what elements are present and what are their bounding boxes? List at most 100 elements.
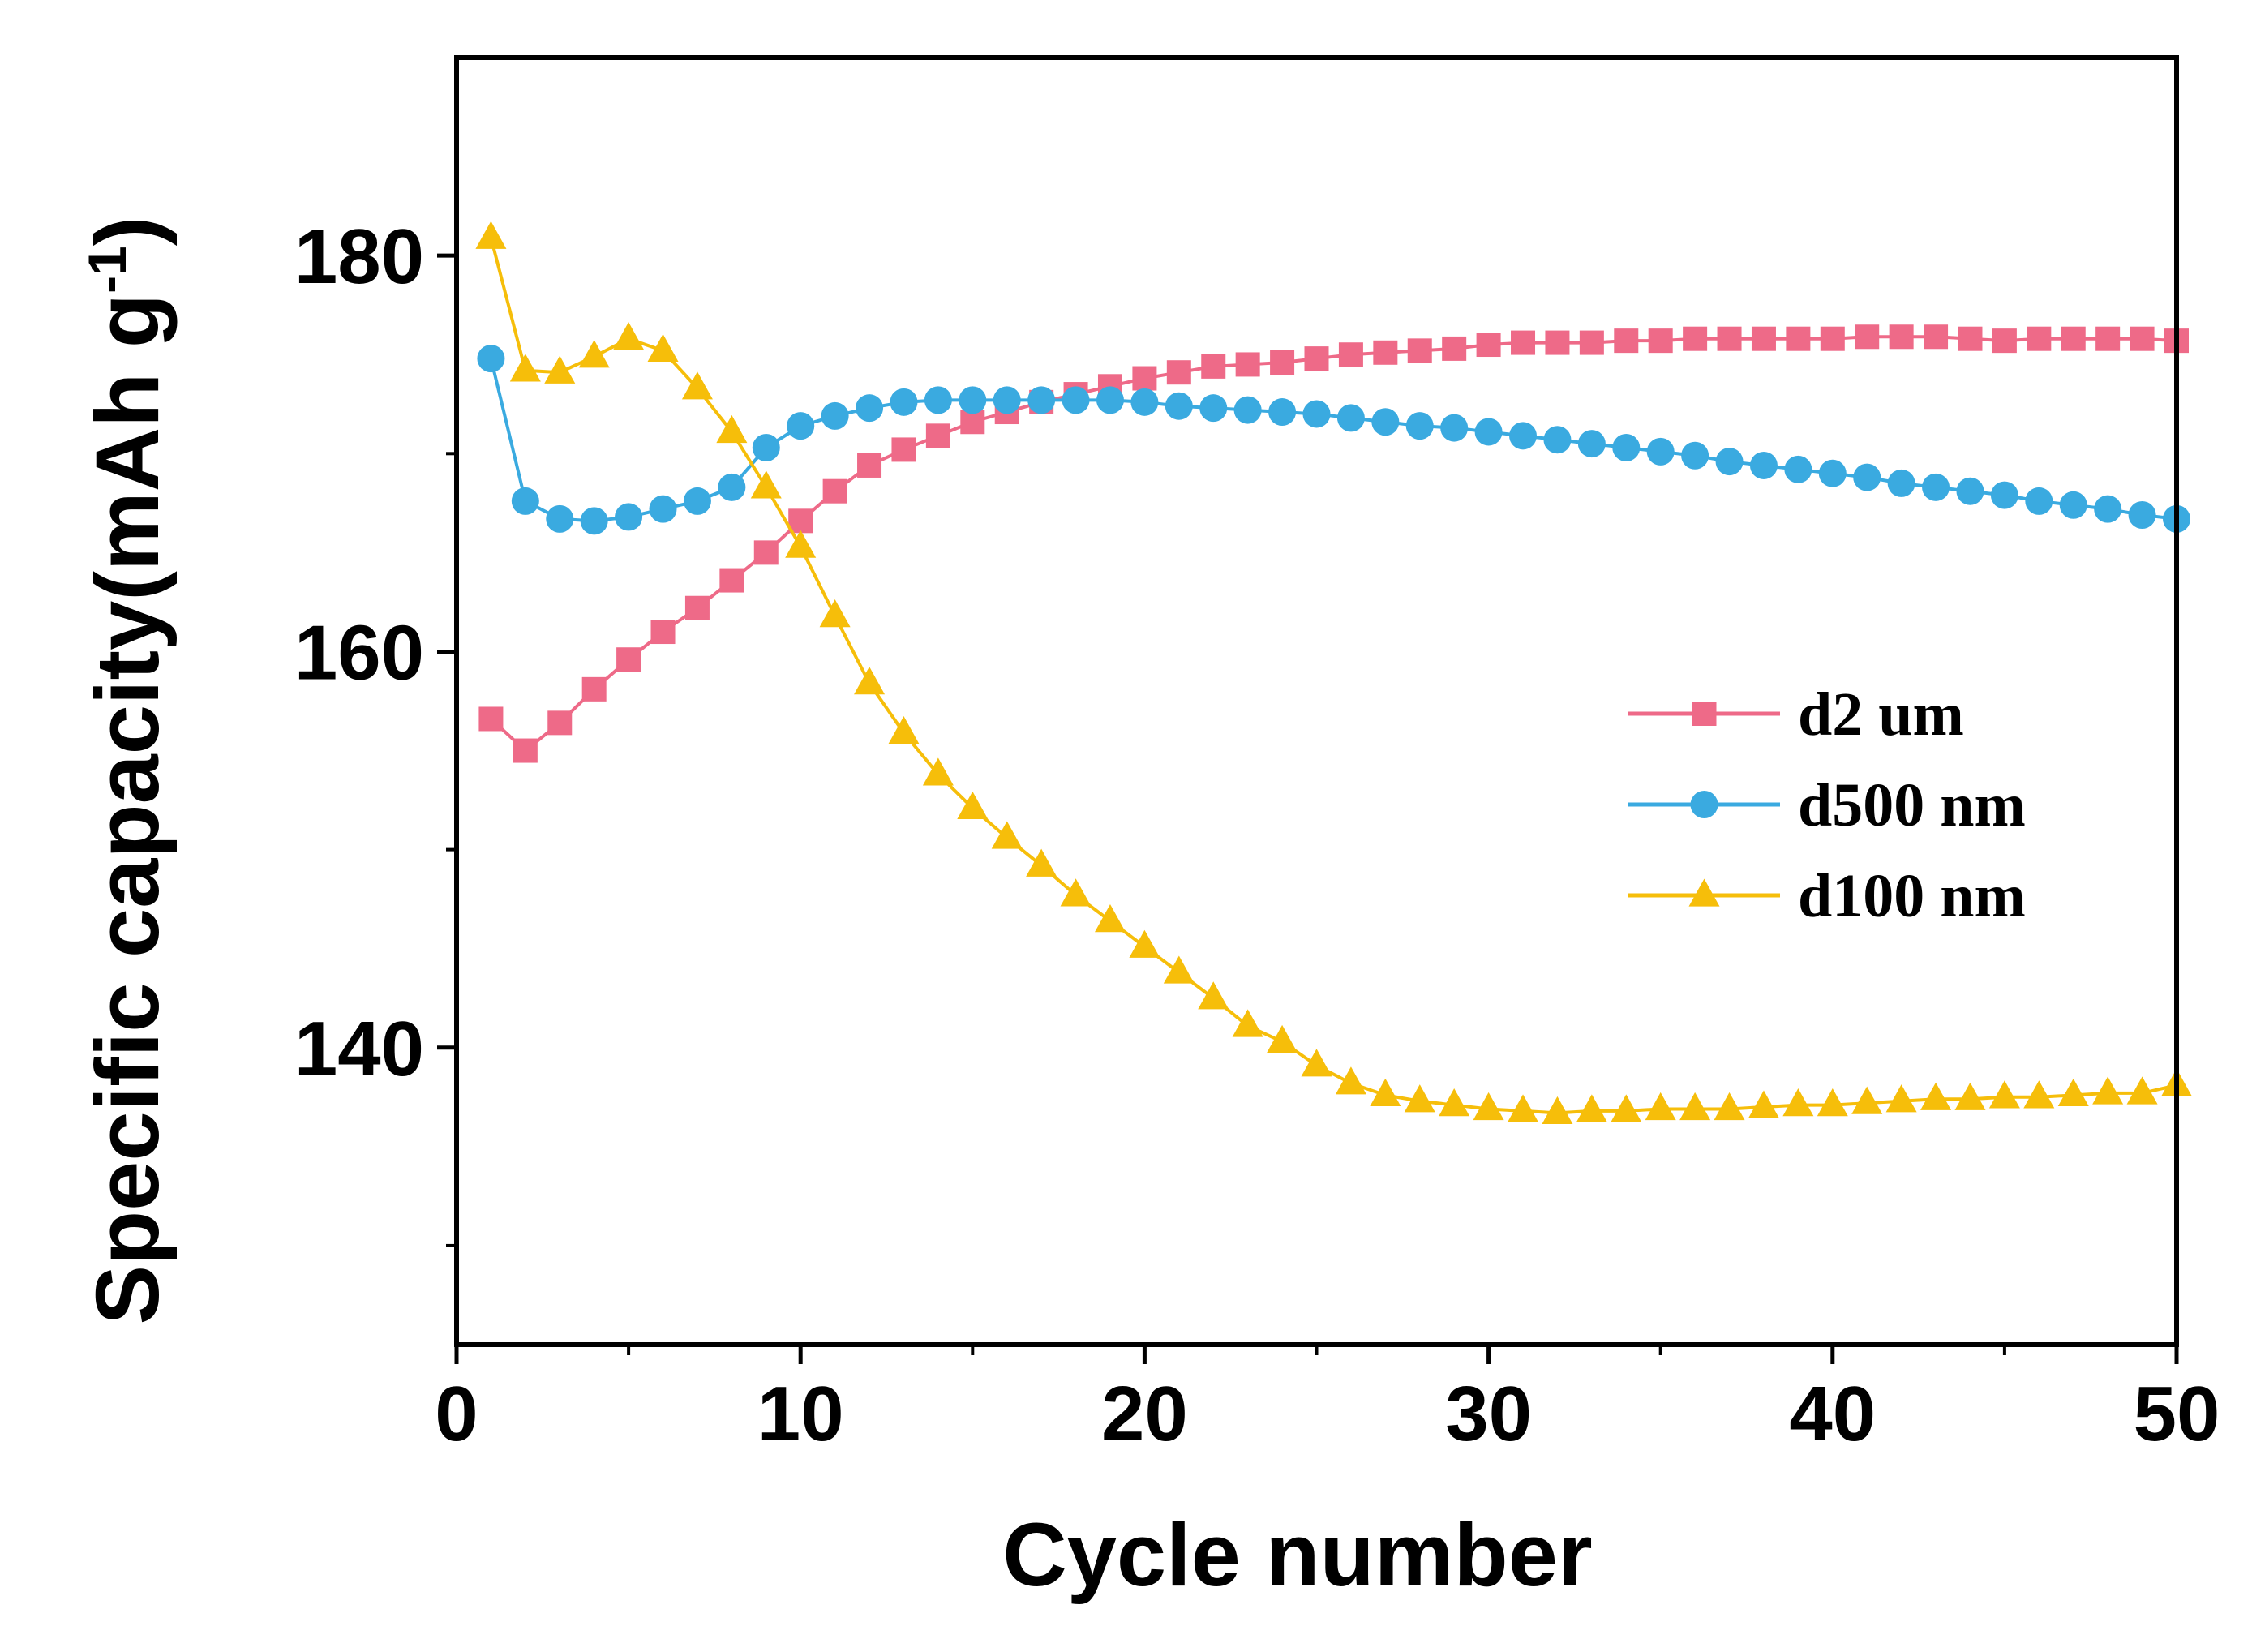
data-point bbox=[509, 354, 541, 382]
x-tick-label: 30 bbox=[1445, 1371, 1532, 1457]
data-point bbox=[1543, 426, 1572, 454]
data-point bbox=[1371, 408, 1400, 436]
data-point bbox=[546, 504, 574, 533]
data-point bbox=[1439, 1088, 1470, 1117]
data-point bbox=[1096, 386, 1124, 414]
y-tick-label: 140 bbox=[294, 1006, 424, 1092]
legend-marker bbox=[1692, 702, 1717, 726]
data-point bbox=[716, 414, 748, 444]
data-point bbox=[1820, 326, 1845, 351]
data-point bbox=[856, 394, 884, 423]
data-point bbox=[890, 388, 918, 416]
data-point bbox=[857, 453, 882, 478]
y-tick-label: 180 bbox=[294, 213, 424, 300]
data-point bbox=[578, 340, 610, 368]
data-point bbox=[1474, 418, 1503, 446]
data-point bbox=[511, 487, 539, 515]
data-point bbox=[2092, 1076, 2124, 1105]
data-point bbox=[1992, 328, 2017, 354]
data-point bbox=[1782, 1088, 1814, 1117]
data-point bbox=[1060, 878, 1092, 907]
data-point bbox=[1717, 326, 1742, 351]
legend-label: d2 um bbox=[1798, 680, 1964, 749]
data-point bbox=[1336, 404, 1365, 432]
data-point bbox=[1887, 469, 1915, 497]
data-point bbox=[683, 487, 711, 515]
legend-marker bbox=[1688, 878, 1720, 907]
data-point bbox=[1855, 324, 1880, 350]
x-tick-label: 50 bbox=[2134, 1371, 2220, 1457]
y-axis-title-main: Specific capacity(mAh g bbox=[78, 294, 178, 1325]
legend-entry: d100 nm bbox=[1628, 862, 2026, 930]
data-point bbox=[719, 568, 744, 593]
data-point bbox=[1166, 360, 1191, 385]
data-point bbox=[478, 706, 504, 732]
data-point bbox=[2130, 326, 2155, 351]
data-point bbox=[1233, 396, 1262, 424]
data-point bbox=[991, 821, 1023, 849]
data-point bbox=[684, 595, 710, 620]
data-point bbox=[513, 738, 538, 763]
data-point bbox=[581, 676, 607, 702]
data-point bbox=[1405, 412, 1434, 440]
data-point bbox=[1851, 1086, 1883, 1114]
data-point bbox=[1577, 430, 1606, 458]
data-point bbox=[1407, 338, 1432, 363]
data-point bbox=[1335, 1066, 1366, 1095]
data-point bbox=[891, 437, 916, 462]
series-d2-um bbox=[478, 324, 2189, 763]
data-point bbox=[1509, 422, 1538, 450]
data-point bbox=[1749, 451, 1778, 479]
data-point bbox=[1476, 333, 1501, 358]
data-point bbox=[1679, 1092, 1711, 1121]
data-point bbox=[993, 386, 1021, 414]
data-point bbox=[1026, 848, 1057, 877]
legend-marker bbox=[1690, 791, 1718, 818]
data-point bbox=[924, 386, 952, 414]
data-point bbox=[1129, 929, 1160, 958]
data-point bbox=[1853, 463, 1881, 491]
data-point bbox=[1611, 1094, 1642, 1122]
data-point bbox=[2061, 326, 2086, 351]
data-point bbox=[819, 599, 851, 628]
data-point bbox=[1473, 1092, 1504, 1121]
data-point bbox=[1235, 352, 1260, 377]
data-point bbox=[477, 345, 505, 373]
data-point bbox=[821, 401, 849, 430]
data-point bbox=[1542, 1096, 1573, 1125]
data-point bbox=[1270, 350, 1295, 375]
data-point bbox=[1990, 481, 2018, 509]
data-point bbox=[788, 508, 813, 534]
data-point bbox=[1442, 336, 1467, 361]
x-tick-label: 40 bbox=[1789, 1371, 1876, 1457]
data-point bbox=[649, 495, 677, 523]
data-point bbox=[1370, 1078, 1401, 1107]
legend-entry: d2 um bbox=[1628, 680, 1964, 749]
data-point bbox=[1373, 340, 1398, 365]
data-point bbox=[2025, 487, 2053, 515]
data-point bbox=[2128, 500, 2156, 529]
data-point bbox=[750, 470, 782, 499]
data-point bbox=[1508, 1094, 1539, 1122]
data-point bbox=[1920, 1082, 1952, 1110]
y-axis-title-close: ) bbox=[78, 217, 178, 247]
data-point bbox=[1786, 326, 1811, 351]
data-point bbox=[1922, 473, 1950, 501]
data-point bbox=[1302, 400, 1331, 428]
data-point bbox=[1956, 477, 1984, 505]
data-point bbox=[854, 667, 886, 695]
data-point bbox=[752, 433, 780, 461]
data-point bbox=[1715, 448, 1744, 476]
data-point bbox=[647, 333, 679, 363]
data-point bbox=[1817, 1088, 1848, 1117]
data-point bbox=[1612, 433, 1641, 461]
data-point bbox=[1784, 455, 1812, 483]
data-point bbox=[616, 647, 641, 672]
data-point bbox=[1338, 342, 1363, 367]
x-tick-label: 0 bbox=[435, 1371, 478, 1457]
data-point bbox=[681, 371, 713, 400]
data-point bbox=[959, 386, 987, 414]
data-point bbox=[1201, 354, 1226, 379]
